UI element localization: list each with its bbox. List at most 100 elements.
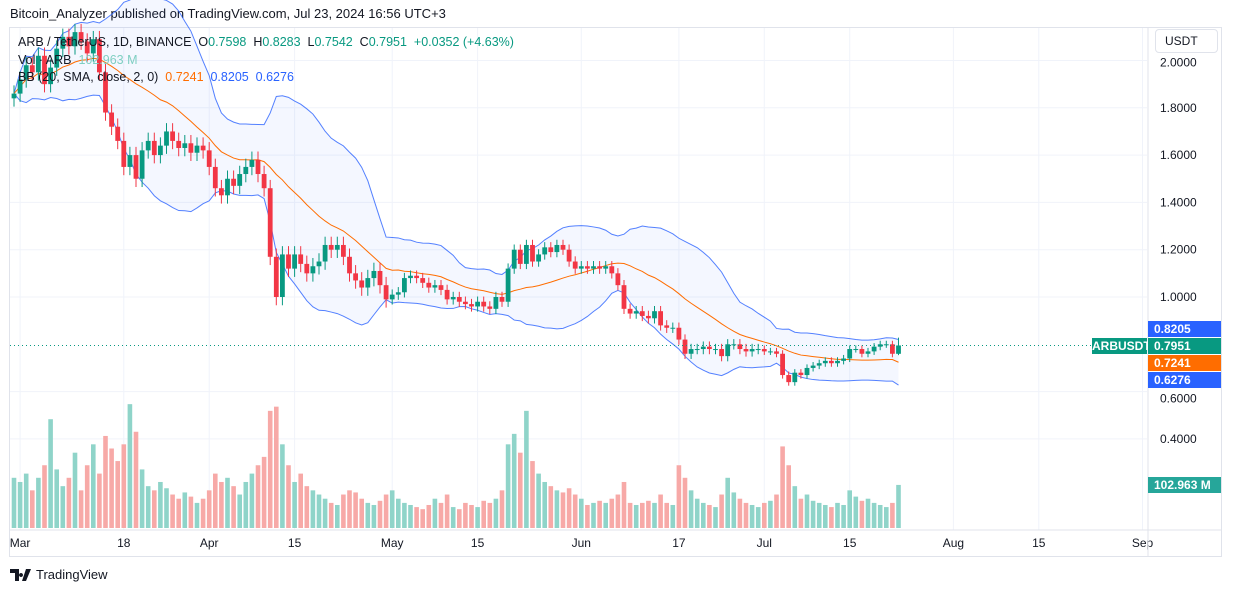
candle-up — [249, 159, 255, 167]
volume-bar — [780, 446, 785, 528]
volume-bar — [36, 477, 41, 528]
high-label: H — [253, 35, 263, 49]
volume-bar — [23, 473, 29, 528]
candle-down — [719, 349, 724, 357]
volume-bar — [835, 502, 840, 528]
candle-down — [115, 126, 121, 141]
candle-down — [97, 39, 102, 73]
candle-down — [420, 278, 426, 283]
volume-bar — [353, 492, 358, 528]
volume-bar — [371, 504, 377, 528]
candle-down — [627, 308, 633, 314]
candle-down — [219, 188, 224, 196]
tradingview-logo-icon — [10, 568, 31, 581]
candle-up — [194, 145, 200, 153]
low-value: 0.7542 — [314, 35, 353, 49]
volume-bar — [30, 490, 35, 528]
volume-bar — [670, 504, 676, 528]
volume-bar — [475, 507, 480, 528]
volume-bar — [359, 498, 364, 528]
volume-bar — [823, 504, 828, 528]
volume-bar — [420, 509, 425, 528]
volume-bar — [188, 496, 194, 528]
volume-bar — [286, 465, 291, 528]
volume-bar — [548, 486, 554, 528]
candle-down — [572, 261, 578, 269]
volume-bar — [182, 492, 188, 528]
x-tick-label: Sep — [1132, 536, 1154, 550]
candle-up — [182, 143, 188, 149]
volume-bar — [646, 500, 651, 528]
candle-down — [859, 349, 865, 354]
volume-bar — [432, 498, 438, 528]
volume-bar — [237, 494, 242, 528]
y-tick-label: 0.6000 — [1160, 392, 1197, 406]
volume-bar — [884, 507, 889, 528]
open-value: 0.7598 — [208, 35, 247, 49]
volume-bar — [255, 465, 261, 528]
candle-up — [60, 36, 66, 49]
tradingview-logo[interactable]: TradingView — [10, 567, 108, 582]
volume-bar — [896, 484, 901, 528]
bb-upper-line — [13, 0, 899, 341]
volume-bar — [274, 406, 279, 528]
candle-down — [261, 174, 267, 189]
volume-bar — [408, 504, 413, 528]
candle-up — [90, 39, 96, 54]
low-label: L — [307, 35, 315, 49]
volume-bar — [304, 486, 310, 528]
candle-down — [200, 145, 206, 151]
candle-up — [505, 268, 511, 302]
candle-down — [304, 263, 310, 274]
candle-up — [603, 266, 609, 269]
candle-down — [469, 304, 474, 307]
candle-down — [29, 65, 35, 73]
candle-down — [103, 72, 108, 113]
volume-bar — [487, 502, 493, 528]
candle-down — [890, 344, 895, 354]
volume-bar — [725, 477, 730, 528]
candle-down — [499, 297, 505, 302]
candle-up — [237, 174, 243, 186]
volume-bar — [865, 498, 871, 528]
volume-bar — [829, 507, 834, 528]
candle-up — [280, 254, 285, 297]
currency-button[interactable]: USDT — [1155, 29, 1218, 53]
volume-bar — [267, 410, 273, 528]
candle-up — [554, 244, 560, 253]
x-tick-label: Aug — [943, 536, 964, 550]
x-tick-label: 18 — [117, 536, 131, 550]
candle-down — [774, 351, 779, 354]
change-value: +0.0352 (+4.63%) — [413, 35, 514, 49]
candle-up — [700, 346, 706, 350]
candle-down — [829, 360, 834, 364]
volume-bar — [585, 504, 590, 528]
candle-down — [548, 247, 554, 253]
volume-bar — [444, 494, 450, 528]
volume-bar — [152, 490, 157, 528]
volume-bar — [841, 504, 846, 528]
volume-bar — [768, 500, 773, 528]
volume-bar — [121, 444, 127, 528]
candle-up — [810, 365, 816, 368]
volume-bar — [60, 486, 66, 528]
volume-bar — [743, 502, 749, 528]
volume-bar — [243, 481, 249, 528]
candle-down — [780, 353, 785, 376]
candle-down — [456, 297, 462, 302]
candle-down — [328, 244, 334, 250]
volume-bar — [103, 435, 108, 528]
volume-bar — [48, 419, 53, 528]
candle-down — [273, 256, 279, 297]
volume-bar — [816, 502, 822, 528]
x-tick-label: May — [381, 536, 404, 550]
candle-down — [487, 306, 493, 309]
candle-up — [578, 266, 584, 269]
candle-down — [743, 349, 749, 352]
candle-up — [896, 345, 901, 354]
volume-bar — [524, 410, 529, 528]
volume-bar — [786, 465, 791, 528]
x-tick-label: 15 — [1032, 536, 1046, 550]
candle-down — [560, 244, 566, 250]
